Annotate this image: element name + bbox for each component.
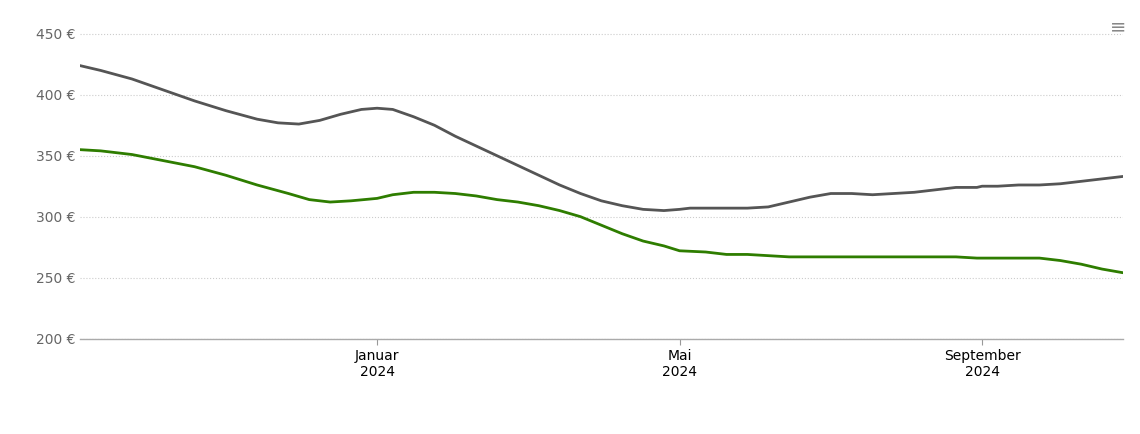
Text: ≡: ≡ <box>1110 17 1126 36</box>
